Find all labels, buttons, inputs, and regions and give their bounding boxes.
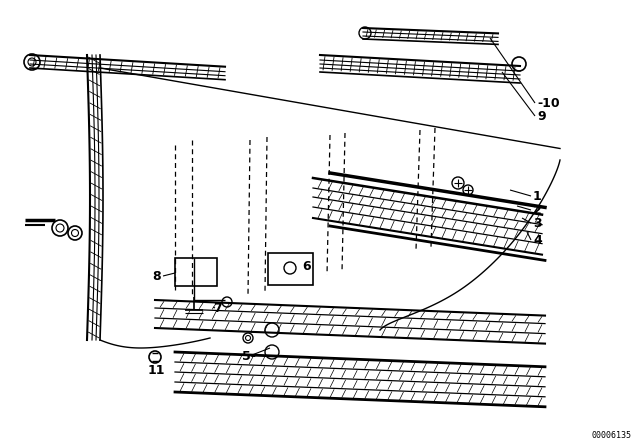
Text: 6: 6 xyxy=(302,259,310,272)
Bar xyxy=(175,258,217,286)
Text: 3: 3 xyxy=(533,216,541,229)
Text: 00006135: 00006135 xyxy=(592,431,632,440)
Text: -10: -10 xyxy=(537,96,559,109)
Text: 1: 1 xyxy=(533,190,541,202)
Text: 11: 11 xyxy=(148,363,166,376)
Bar xyxy=(268,253,313,285)
Text: 5-: 5- xyxy=(242,350,256,363)
Text: 4: 4 xyxy=(533,233,541,246)
Text: 8: 8 xyxy=(152,270,161,283)
Text: 2: 2 xyxy=(533,203,541,216)
Text: 9: 9 xyxy=(537,109,546,122)
Text: 7: 7 xyxy=(213,302,221,314)
